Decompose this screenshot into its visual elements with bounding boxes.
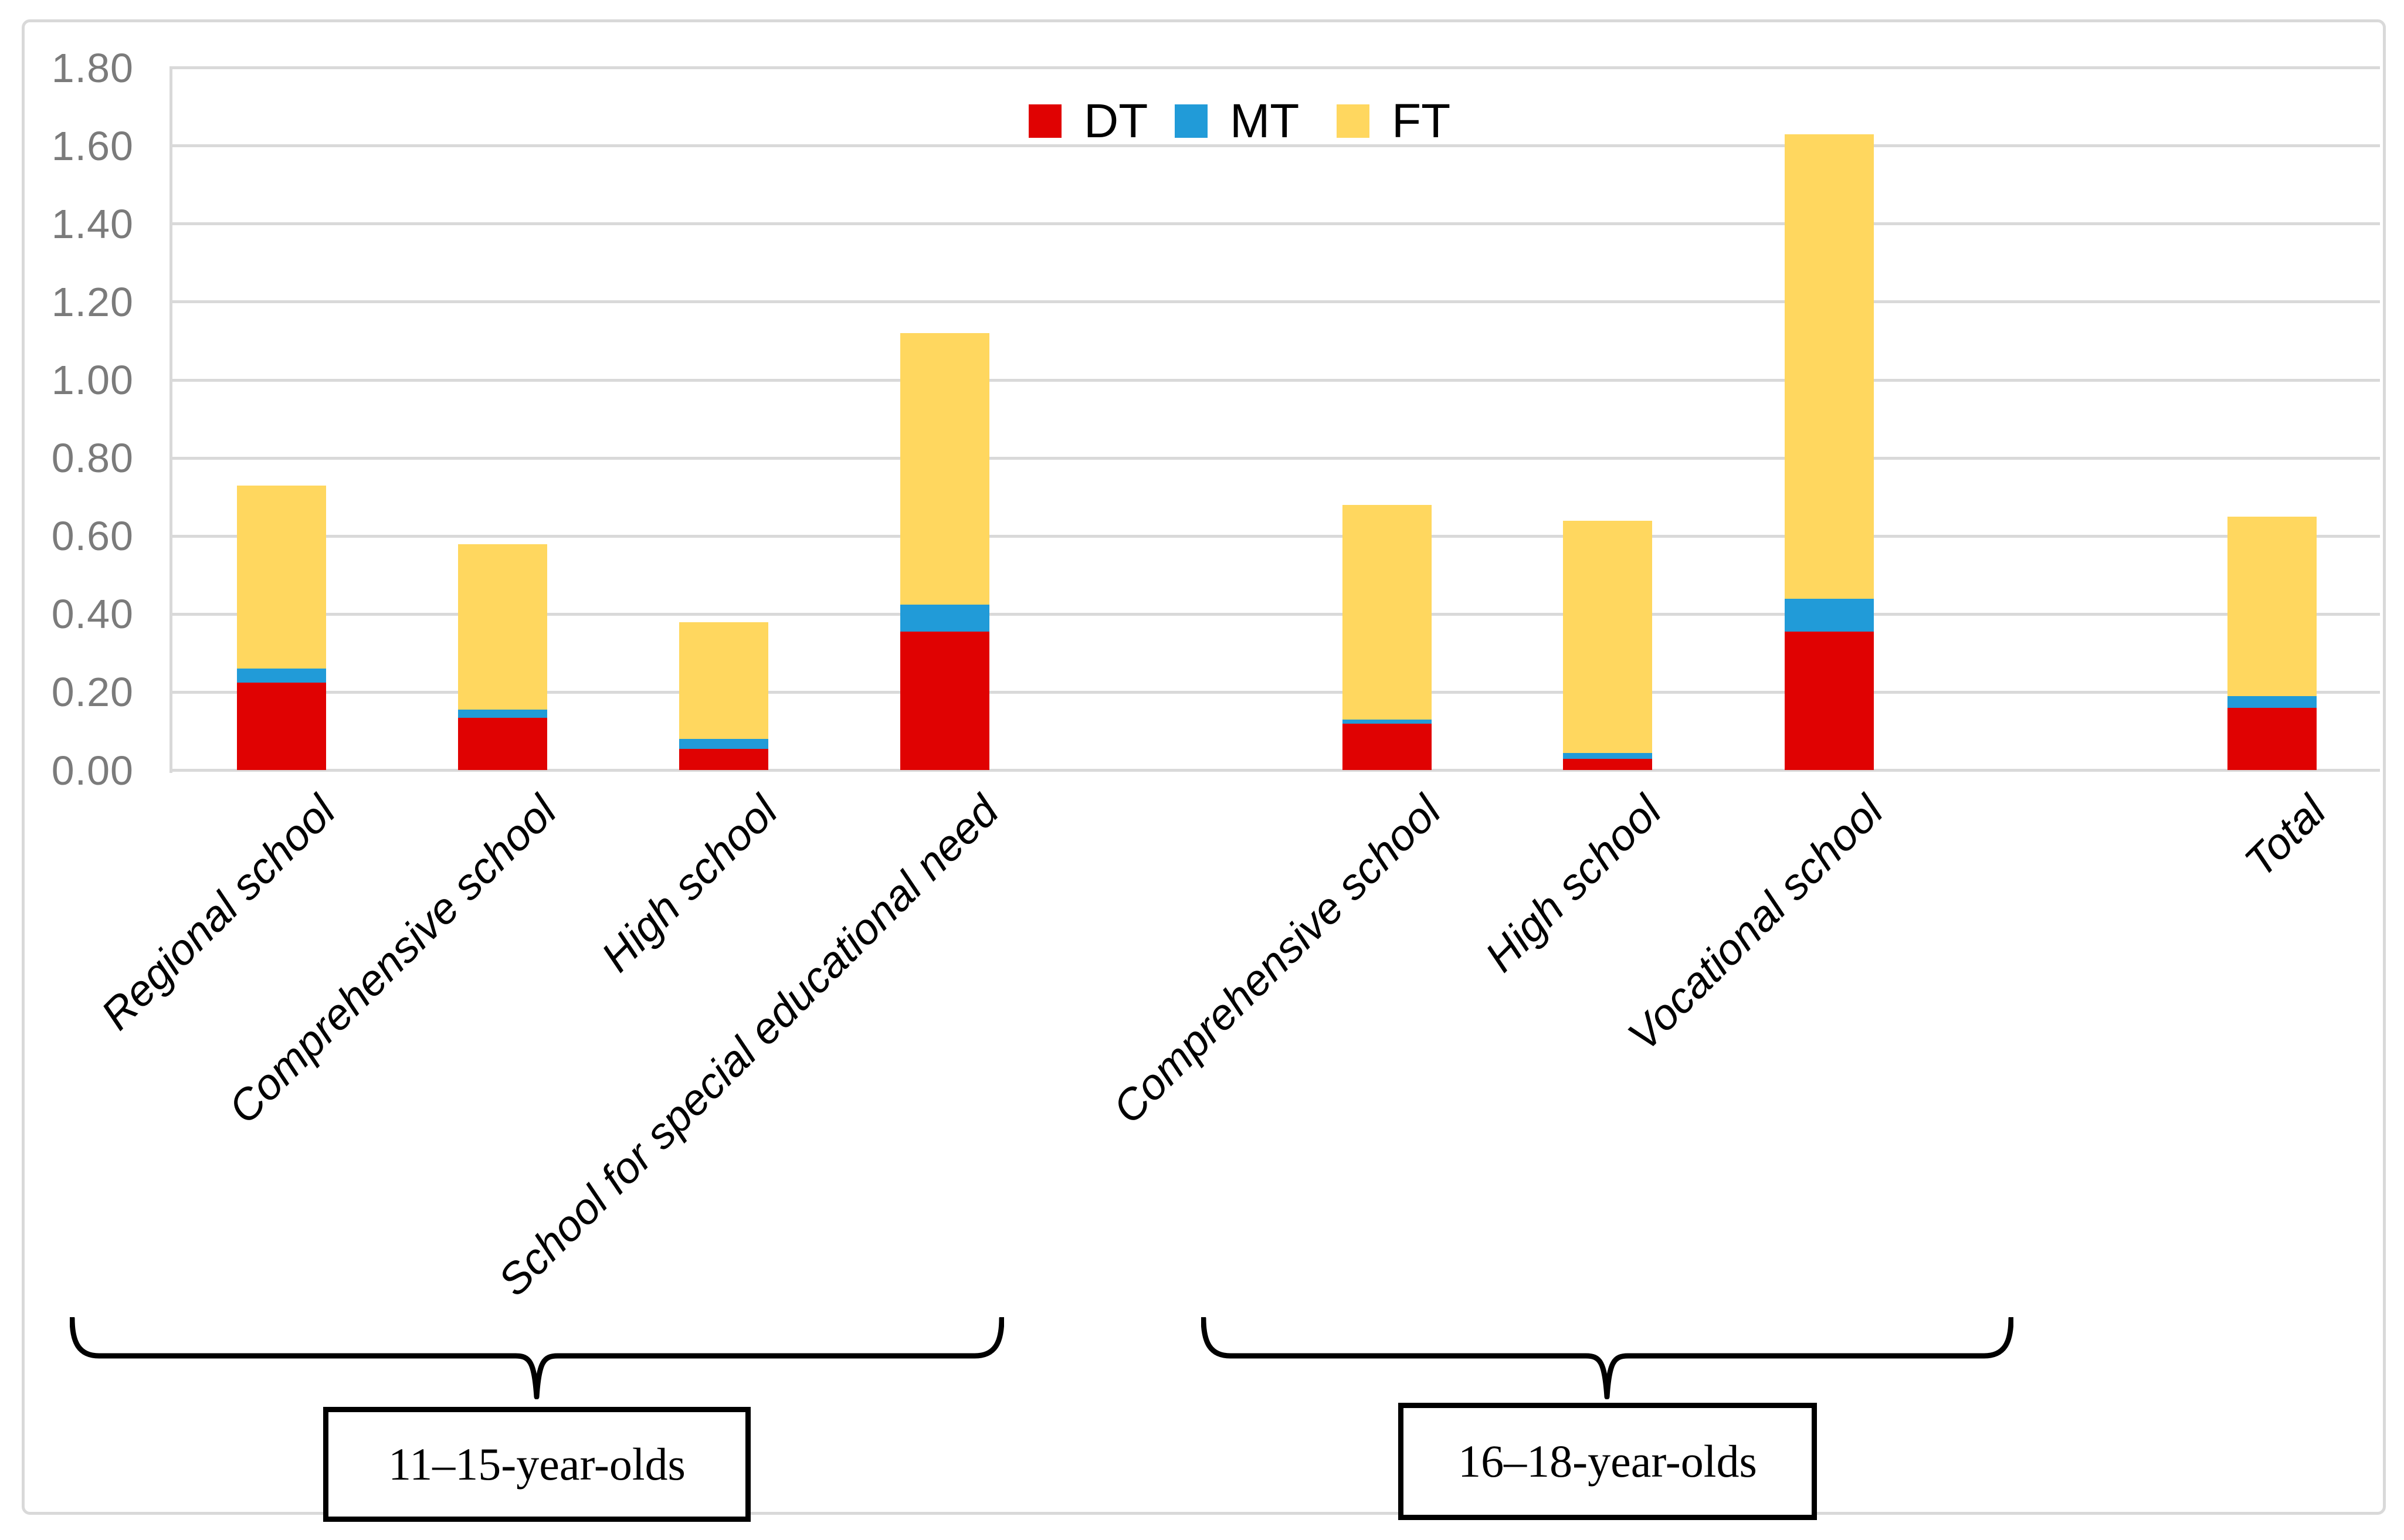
legend-label-ft: FT bbox=[1392, 94, 1451, 148]
y-axis-tick-label: 1.60 bbox=[51, 123, 134, 169]
mt-bar-segment bbox=[679, 739, 768, 749]
gridline bbox=[171, 222, 2380, 226]
ft-legend-swatch-icon bbox=[1337, 104, 1369, 138]
chart-frame bbox=[22, 19, 2386, 1515]
y-axis-line bbox=[169, 66, 172, 773]
dt-bar-segment bbox=[900, 632, 989, 771]
y-axis-tick-label: 0.40 bbox=[51, 591, 134, 637]
group-brace-right bbox=[1201, 1317, 2013, 1399]
ft-bar-segment bbox=[1785, 134, 1874, 599]
y-axis-tick-label: 0.80 bbox=[51, 435, 134, 481]
mt-bar-segment bbox=[1342, 719, 1432, 724]
ft-bar-segment bbox=[679, 622, 768, 740]
gridline bbox=[171, 144, 2380, 148]
mt-bar-segment bbox=[458, 710, 547, 718]
gridline bbox=[171, 300, 2380, 304]
ft-bar-segment bbox=[2227, 516, 2317, 697]
dt-bar-segment bbox=[237, 682, 326, 771]
legend-item-mt: MT bbox=[1175, 94, 1300, 148]
mt-bar-segment bbox=[1563, 752, 1652, 759]
dt-bar-segment bbox=[1785, 632, 1874, 771]
dt-bar-segment bbox=[679, 748, 768, 771]
ft-bar-segment bbox=[900, 333, 989, 605]
dt-bar-segment bbox=[2227, 708, 2317, 771]
mt-bar-segment bbox=[900, 604, 989, 632]
mt-bar-segment bbox=[1785, 598, 1874, 632]
age-group-box-11-15: 11–15-year-olds bbox=[323, 1407, 751, 1522]
y-axis-tick-label: 0.60 bbox=[51, 513, 134, 559]
dt-bar-segment bbox=[1342, 723, 1432, 771]
age-group-box-16-18: 16–18-year-olds bbox=[1398, 1403, 1817, 1520]
gridline bbox=[171, 690, 2380, 694]
y-axis-tick-label: 1.80 bbox=[51, 45, 134, 91]
ft-bar-segment bbox=[237, 485, 326, 669]
legend-item-ft: FT bbox=[1337, 94, 1451, 148]
gridline bbox=[171, 769, 2380, 772]
age-group-label-16-18: 16–18-year-olds bbox=[1458, 1436, 1757, 1487]
y-axis-tick-label: 1.00 bbox=[51, 357, 134, 403]
ft-bar-segment bbox=[1342, 504, 1432, 720]
age-group-label-11-15: 11–15-year-olds bbox=[388, 1439, 686, 1490]
ft-bar-segment bbox=[458, 544, 547, 710]
legend-label-mt: MT bbox=[1230, 94, 1300, 148]
gridline bbox=[171, 612, 2380, 616]
y-axis-tick-label: 0.00 bbox=[51, 747, 134, 793]
mt-bar-segment bbox=[237, 669, 326, 683]
ft-bar-segment bbox=[1563, 520, 1652, 753]
legend-label-dt: DT bbox=[1084, 94, 1148, 148]
y-axis-tick-label: 0.20 bbox=[51, 669, 134, 715]
gridline bbox=[171, 66, 2380, 70]
y-axis-tick-label: 1.20 bbox=[51, 279, 134, 325]
legend-item-dt: DT bbox=[1029, 94, 1148, 148]
gridline bbox=[171, 456, 2380, 460]
group-brace-left bbox=[70, 1317, 1004, 1399]
dt-bar-segment bbox=[1563, 758, 1652, 771]
mt-legend-swatch-icon bbox=[1175, 104, 1208, 138]
gridline bbox=[171, 378, 2380, 382]
gridline bbox=[171, 534, 2380, 538]
dt-legend-swatch-icon bbox=[1029, 104, 1062, 138]
dt-bar-segment bbox=[458, 717, 547, 771]
mt-bar-segment bbox=[2227, 696, 2317, 708]
y-axis-tick-label: 1.40 bbox=[51, 201, 134, 247]
